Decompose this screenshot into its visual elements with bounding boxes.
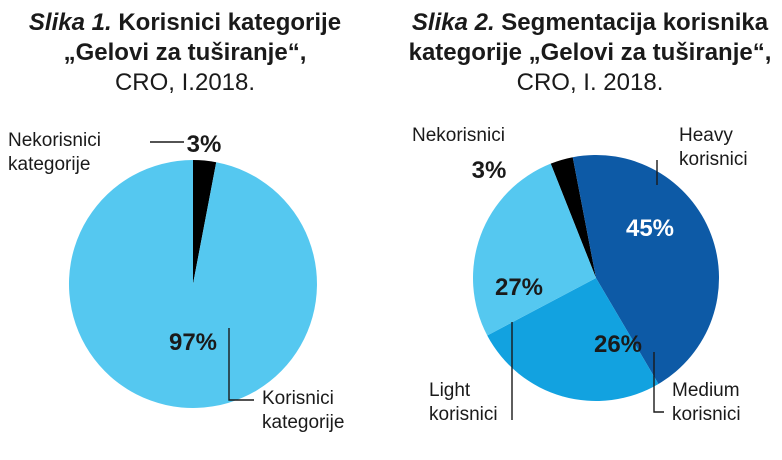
chart2-subtitle: CRO, I. 2018. [516,69,664,96]
chart1-subtitle: CRO, I.2018. [114,69,256,96]
chart2-light-korisnici-slice [472,163,596,336]
chart1-nekorisnici-kategorije-value-label: 3% [187,131,222,158]
chart1-nekorisnici-kategorije-slice [193,160,217,284]
chart2-heavy-korisnici-value-label: 45% [626,215,674,242]
chart1-title: Slika 1. Korisnici kategorije „Gelovi za… [10,8,360,98]
chart2-nekorisnici-slice [550,157,596,278]
chart1-korisnici-kategorije-category-label: Korisnici kategorije [262,388,344,433]
chart1-korisnici-kategorije-leader [228,328,254,401]
chart2-title-line2: kategorije „Gelovi za tuširanje“, [408,39,772,66]
chart1-korisnici-kategorije-slice [68,159,317,408]
chart2-heavy-korisnici-category-label: Heavy korisnici [679,125,748,170]
chart2-title-label: Slika 2. [411,9,495,36]
chart2-title-text: Segmentacija korisnika [501,9,769,36]
chart2-medium-korisnici-slice [487,278,659,402]
chart2-light-korisnici-category-label: Light korisnici [429,380,498,425]
chart2-title: Slika 2. Segmentacija korisnika kategori… [398,8,782,98]
chart1-title-label: Slika 1. [28,9,112,36]
chart2-medium-korisnici-category-label: Medium korisnici [672,380,741,425]
chart1-korisnici-kategorije-value-label: 97% [169,329,217,356]
chart2-heavy-korisnici-slice [572,154,720,384]
chart2-medium-korisnici-leader [653,352,664,413]
chart2-medium-korisnici-value-label: 26% [594,331,642,358]
chart1-title-line2: „Gelovi za tuširanje“, [63,39,307,66]
chart1-title-text: Korisnici kategorije [118,9,342,36]
chart1-nekorisnici-kategorije-category-label: Nekorisnici kategorije [8,130,101,175]
chart2-nekorisnici-category-label: Nekorisnici [412,125,505,146]
chart2-light-korisnici-value-label: 27% [495,274,543,301]
chart2-nekorisnici-value-label: 3% [472,157,507,184]
